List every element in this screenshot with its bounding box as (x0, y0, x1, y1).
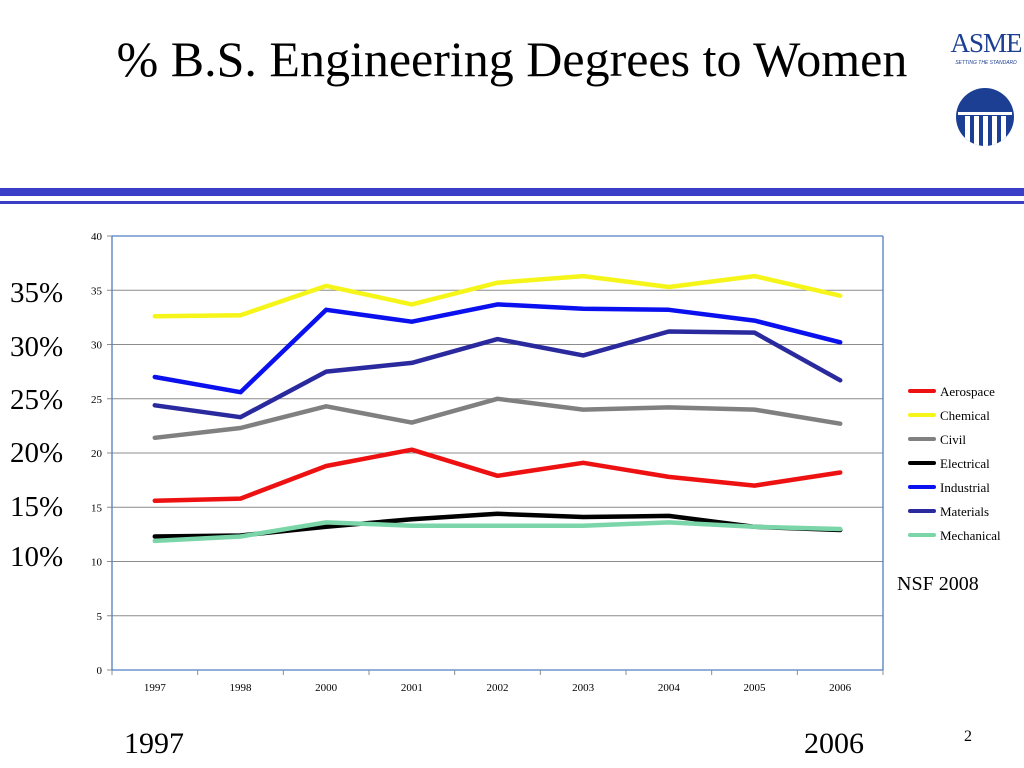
chart-legend: Aerospace Chemical Civil Electrical Industri… (908, 380, 1001, 548)
legend-swatch (908, 389, 936, 394)
legend-item-materials: Materials (908, 500, 1001, 524)
legend-item-electrical: Electrical (908, 452, 1001, 476)
legend-label: Mechanical (940, 528, 1001, 543)
legend-item-civil: Civil (908, 428, 1001, 452)
x-tick-label: 1998 (230, 682, 253, 694)
x-tick-label: 2004 (658, 682, 681, 694)
y-tick-label: 10 (91, 557, 103, 569)
x-tick-label: 1997 (144, 682, 167, 694)
legend-label: Chemical (940, 408, 990, 423)
x-tick-label: 2002 (487, 682, 509, 694)
year-end-label: 2006 (804, 727, 864, 760)
series-line-civil (152, 396, 843, 441)
year-start-label: 1997 (124, 727, 184, 760)
y-tick-label: 15 (91, 502, 103, 514)
series-line-materials (152, 329, 843, 420)
y-tick-label: 35 (91, 285, 103, 297)
slide-title: % B.S. Engineering Degrees to Women (116, 31, 908, 87)
asme-logo-text: ASME (950, 28, 1022, 58)
x-tick-label: 2001 (401, 682, 423, 694)
legend-item-chemical: Chemical (908, 404, 1001, 428)
asme-logo: ASME SETTING THE STANDARD (948, 24, 1023, 152)
y-tick-label: 40 (91, 231, 103, 243)
legend-swatch (908, 533, 936, 538)
x-tick-label: 2005 (744, 682, 767, 694)
legend-swatch (908, 461, 936, 466)
x-tick-label: 2003 (572, 682, 595, 694)
percent-label: 25% (10, 384, 64, 416)
legend-label: Civil (940, 432, 967, 447)
y-tick-label: 30 (91, 340, 103, 352)
legend-label: Aerospace (940, 384, 995, 399)
legend-item-aerospace: Aerospace (908, 380, 1001, 404)
series-line-mechanical (152, 520, 843, 544)
source-note: NSF 2008 (897, 573, 979, 595)
series-line-industrial (152, 302, 843, 395)
y-tick-label: 20 (91, 448, 103, 460)
y-tick-label: 25 (91, 394, 103, 406)
percent-label: 35% (10, 277, 64, 309)
header-rule-thick (0, 188, 1024, 196)
series-line-chemical (152, 273, 843, 319)
legend-label: Electrical (940, 456, 990, 471)
legend-label: Industrial (940, 480, 990, 495)
header-rule-thin (0, 201, 1024, 204)
legend-swatch (908, 485, 936, 490)
percent-label: 30% (10, 331, 64, 363)
legend-swatch (908, 509, 936, 514)
x-tick-label: 2000 (315, 682, 338, 694)
legend-item-industrial: Industrial (908, 476, 1001, 500)
page-number: 2 (964, 728, 972, 745)
percent-label: 10% (10, 541, 64, 573)
y-tick-label: 5 (97, 611, 103, 623)
asme-logo-tagline: SETTING THE STANDARD (955, 60, 1017, 66)
y-tick-label: 0 (97, 665, 103, 677)
legend-swatch (908, 413, 936, 418)
percent-label: 20% (10, 437, 64, 469)
asme-dome-icon (956, 88, 1014, 146)
x-tick-label: 2006 (829, 682, 852, 694)
legend-swatch (908, 437, 936, 442)
percent-label: 15% (10, 491, 64, 523)
series-line-aerospace (152, 447, 843, 503)
legend-item-mechanical: Mechanical (908, 524, 1001, 548)
legend-label: Materials (940, 504, 990, 519)
